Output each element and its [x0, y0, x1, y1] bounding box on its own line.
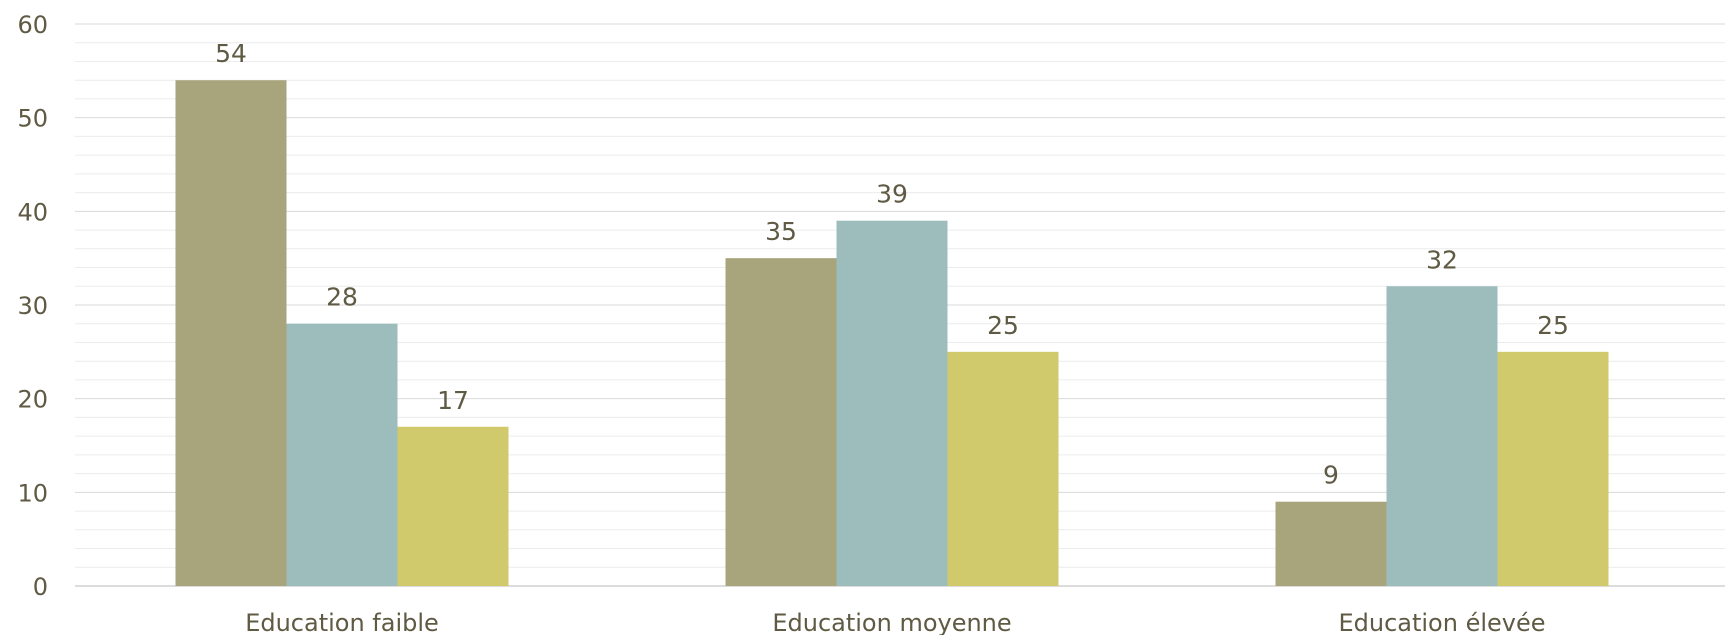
y-tick-label: 40 — [17, 198, 48, 226]
y-tick-label: 20 — [17, 386, 48, 414]
y-tick-label: 10 — [17, 479, 48, 507]
bar-3-2 — [947, 351, 1059, 586]
bar-1-3 — [1275, 501, 1387, 586]
data-label: 9 — [1323, 461, 1339, 490]
data-label: 32 — [1426, 245, 1458, 274]
y-tick-label: 30 — [17, 292, 48, 320]
x-category-label: Education élevée — [1338, 609, 1545, 635]
y-tick-label: 0 — [33, 573, 48, 601]
x-category-label: Education moyenne — [772, 609, 1011, 635]
bar-3-3 — [1497, 351, 1609, 586]
bars-layer — [175, 80, 1609, 586]
y-tick-label: 50 — [17, 105, 48, 133]
axis-layer: 0 10 20 30 40 50 60 Education faible Education m… — [17, 11, 1545, 637]
labels-layer: 54 28 17 35 39 25 9 32 25 — [215, 39, 1569, 490]
data-label: 54 — [215, 39, 247, 68]
bar-1-1 — [175, 80, 287, 586]
data-label: 25 — [1537, 311, 1569, 340]
data-label: 25 — [987, 311, 1019, 340]
bar-2-2 — [836, 220, 948, 586]
data-label: 39 — [876, 180, 908, 209]
bar-2-1 — [286, 323, 398, 586]
data-label: 17 — [437, 386, 469, 415]
bar-3-1 — [397, 426, 509, 586]
bar-2-3 — [1386, 286, 1498, 586]
data-label: 28 — [326, 283, 358, 312]
data-label: 35 — [765, 217, 797, 246]
x-category-label: Education faible — [245, 609, 439, 635]
bar-1-2 — [725, 258, 837, 586]
y-tick-label: 60 — [17, 11, 48, 39]
